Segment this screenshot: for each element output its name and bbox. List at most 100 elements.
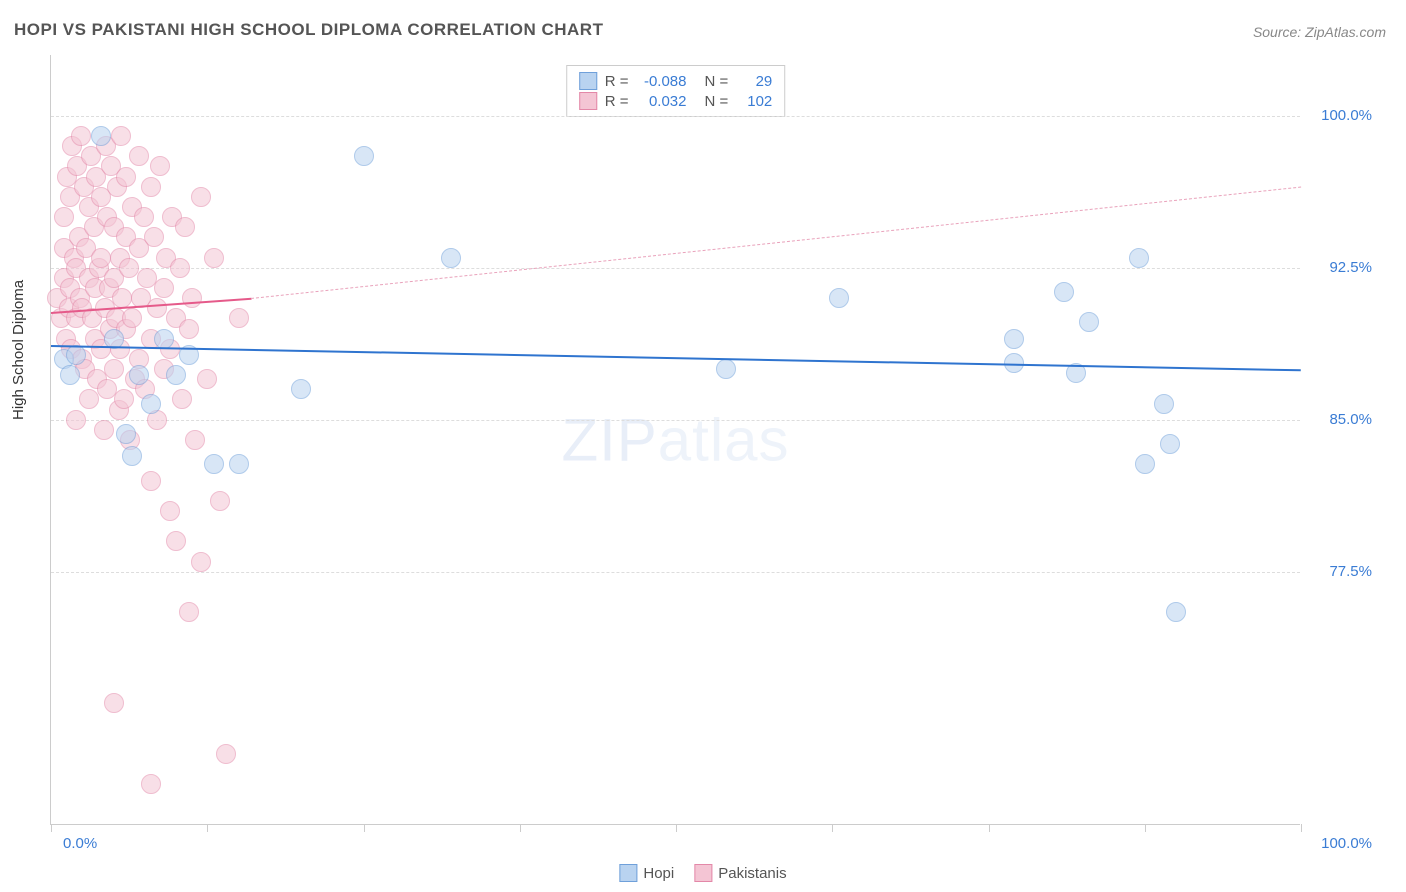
- data-point: [229, 308, 249, 328]
- data-point: [191, 187, 211, 207]
- x-tick: [1301, 824, 1302, 832]
- legend-swatch: [579, 72, 597, 90]
- stat-r-value: -0.088: [637, 73, 687, 90]
- data-point: [179, 319, 199, 339]
- data-point: [150, 156, 170, 176]
- data-point: [175, 217, 195, 237]
- data-point: [166, 365, 186, 385]
- data-point: [141, 774, 161, 794]
- legend-swatch: [619, 864, 637, 882]
- x-tick: [207, 824, 208, 832]
- stat-n-value: 29: [736, 73, 772, 90]
- data-point: [216, 744, 236, 764]
- data-point: [160, 501, 180, 521]
- bottom-legend: Hopi Pakistanis: [619, 864, 786, 882]
- stat-r-label: R =: [605, 73, 629, 90]
- data-point: [441, 248, 461, 268]
- x-tick: [989, 824, 990, 832]
- data-point: [141, 394, 161, 414]
- data-point: [1004, 329, 1024, 349]
- x-range-start: 0.0%: [63, 835, 97, 852]
- stat-r-value: 0.032: [637, 93, 687, 110]
- data-point: [119, 258, 139, 278]
- legend-swatch: [694, 864, 712, 882]
- data-point: [154, 329, 174, 349]
- x-tick: [520, 824, 521, 832]
- y-tick-label: 92.5%: [1329, 259, 1372, 276]
- data-point: [91, 126, 111, 146]
- data-point: [129, 146, 149, 166]
- data-point: [829, 288, 849, 308]
- data-point: [66, 345, 86, 365]
- data-point: [204, 454, 224, 474]
- legend-label: Hopi: [643, 865, 674, 882]
- data-point: [229, 454, 249, 474]
- data-point: [104, 359, 124, 379]
- data-point: [154, 278, 174, 298]
- gridline: [51, 268, 1300, 269]
- x-tick: [51, 824, 52, 832]
- data-point: [111, 126, 131, 146]
- data-point: [1160, 434, 1180, 454]
- data-point: [166, 531, 186, 551]
- trend-line: [51, 345, 1301, 371]
- data-point: [112, 288, 132, 308]
- data-point: [1135, 454, 1155, 474]
- watermark: ZIPatlas: [561, 405, 789, 474]
- data-point: [197, 369, 217, 389]
- data-point: [185, 430, 205, 450]
- data-point: [66, 410, 86, 430]
- data-point: [210, 491, 230, 511]
- scatter-plot-area: ZIPatlas R =-0.088N =29R =0.032N =102 0.…: [50, 55, 1300, 825]
- data-point: [91, 248, 111, 268]
- x-tick: [832, 824, 833, 832]
- data-point: [1129, 248, 1149, 268]
- gridline: [51, 116, 1300, 117]
- gridline: [51, 572, 1300, 573]
- data-point: [716, 359, 736, 379]
- y-tick-label: 100.0%: [1321, 107, 1372, 124]
- y-tick-label: 77.5%: [1329, 563, 1372, 580]
- stats-row: R =-0.088N =29: [579, 72, 773, 90]
- data-point: [191, 552, 211, 572]
- legend-swatch: [579, 92, 597, 110]
- data-point: [1166, 602, 1186, 622]
- data-point: [354, 146, 374, 166]
- data-point: [122, 446, 142, 466]
- data-point: [94, 420, 114, 440]
- legend-item: Hopi: [619, 864, 674, 882]
- data-point: [147, 298, 167, 318]
- data-point: [134, 207, 154, 227]
- data-point: [1154, 394, 1174, 414]
- stat-r-label: R =: [605, 93, 629, 110]
- data-point: [79, 389, 99, 409]
- data-point: [141, 471, 161, 491]
- data-point: [291, 379, 311, 399]
- data-point: [60, 365, 80, 385]
- data-point: [71, 126, 91, 146]
- legend-label: Pakistanis: [718, 865, 786, 882]
- data-point: [204, 248, 224, 268]
- x-tick: [364, 824, 365, 832]
- stat-n-label: N =: [705, 93, 729, 110]
- data-point: [182, 288, 202, 308]
- x-range-end: 100.0%: [1321, 835, 1372, 852]
- source-label: Source: ZipAtlas.com: [1253, 24, 1386, 40]
- data-point: [54, 207, 74, 227]
- x-tick: [1145, 824, 1146, 832]
- data-point: [1054, 282, 1074, 302]
- data-point: [144, 227, 164, 247]
- data-point: [129, 365, 149, 385]
- data-point: [122, 308, 142, 328]
- chart-title: HOPI VS PAKISTANI HIGH SCHOOL DIPLOMA CO…: [14, 20, 603, 40]
- data-point: [1079, 312, 1099, 332]
- data-point: [116, 424, 136, 444]
- y-axis-label: High School Diploma: [10, 280, 27, 420]
- data-point: [116, 167, 136, 187]
- stats-legend: R =-0.088N =29R =0.032N =102: [566, 65, 786, 117]
- gridline: [51, 420, 1300, 421]
- data-point: [114, 389, 134, 409]
- data-point: [141, 177, 161, 197]
- data-point: [170, 258, 190, 278]
- y-tick-label: 85.0%: [1329, 411, 1372, 428]
